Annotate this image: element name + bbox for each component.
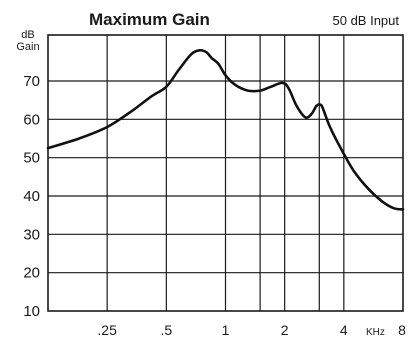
y-tick-label: 70: [23, 73, 40, 90]
chart-subtitle: 50 dB Input: [333, 13, 400, 28]
x-tick-label: 1: [222, 322, 230, 338]
gain-curve: [46, 48, 405, 211]
grid-lines: [48, 35, 403, 311]
y-tick-label: 50: [23, 150, 40, 167]
chart-title: Maximum Gain: [89, 10, 210, 29]
x-tick-label: 2: [281, 322, 289, 338]
x-tick-label: .25: [97, 322, 117, 338]
x-tick-label: 4: [340, 322, 348, 338]
x-tick-labels: .25 .5 1 2 4 8 KHz: [97, 322, 406, 338]
y-tick-labels: 10 20 30 40 50 60 70: [23, 73, 40, 320]
y-tick-label: 60: [23, 111, 40, 128]
y-axis-label-unit: dB: [21, 29, 34, 41]
y-tick-label: 30: [23, 226, 40, 243]
x-tick-label: 8: [398, 322, 406, 338]
x-axis-unit-label: KHz: [366, 327, 385, 338]
x-tick-label: .5: [160, 322, 172, 338]
y-tick-label: 20: [23, 265, 40, 282]
y-tick-label: 40: [23, 188, 40, 205]
plot-frame: [47, 34, 404, 312]
y-tick-label: 10: [23, 303, 40, 320]
y-axis-label-name: Gain: [16, 41, 39, 53]
